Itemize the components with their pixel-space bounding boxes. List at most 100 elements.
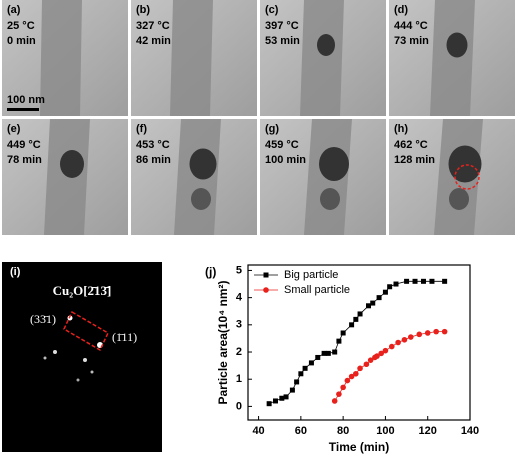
marker	[370, 300, 376, 306]
panel-label: (g)	[265, 123, 279, 135]
spot	[76, 378, 80, 382]
marker	[279, 395, 285, 401]
temperature: 397 °C	[265, 20, 299, 32]
marker	[283, 394, 289, 400]
marker	[376, 295, 382, 301]
legend-label: Small particle	[284, 284, 350, 296]
panel-label: (e)	[7, 123, 21, 135]
marker	[332, 349, 338, 355]
marker	[442, 278, 448, 284]
legend-marker	[263, 287, 269, 293]
particle	[448, 145, 482, 183]
temperature: 459 °C	[265, 139, 299, 151]
marker	[395, 339, 401, 346]
marker	[348, 373, 355, 380]
marker	[340, 384, 346, 391]
panel-label: (b)	[136, 4, 150, 16]
panel-label: (f)	[136, 123, 147, 135]
plot-frame	[247, 264, 471, 421]
time: 42 min	[136, 35, 171, 47]
panel-label: (h)	[394, 123, 408, 135]
marker	[298, 371, 304, 377]
marker	[294, 379, 300, 385]
x-tick-label: 120	[419, 425, 437, 437]
panel-label: (a)	[7, 4, 21, 16]
marker	[387, 284, 393, 290]
temperature: 25 °C	[7, 20, 35, 32]
x-tick-label: 80	[337, 425, 349, 437]
temperature: 449 °C	[7, 139, 41, 151]
marker	[336, 338, 342, 344]
y-tick-label: 2	[236, 346, 242, 358]
nanowire	[170, 0, 213, 116]
temperature: 453 °C	[136, 139, 170, 151]
spot	[90, 370, 94, 374]
scale-bar-label: 100 nm	[7, 94, 45, 106]
scale-bar	[7, 108, 39, 111]
diffraction-panel: (i) Cu₂O[2̄13̄] (33̄1) (1̄11)	[2, 262, 162, 452]
spot	[43, 356, 47, 360]
series-line	[268, 280, 445, 405]
particle	[317, 34, 335, 56]
marker	[441, 328, 448, 335]
particle	[191, 188, 211, 210]
particle	[189, 148, 217, 180]
y-tick-label: 0	[236, 400, 242, 412]
marker	[331, 398, 338, 404]
time: 86 min	[136, 154, 171, 166]
marker	[336, 391, 342, 397]
particle	[446, 32, 468, 58]
marker	[412, 278, 418, 284]
panel-label: (d)	[394, 4, 408, 16]
marker	[378, 350, 385, 357]
x-tick-label: 140	[461, 425, 479, 437]
marker	[308, 360, 314, 366]
marker	[416, 331, 423, 338]
spot-label: (1̄11)	[112, 330, 137, 344]
highlight-circle	[454, 164, 480, 190]
y-tick-label: 3	[236, 319, 242, 331]
time: 73 min	[394, 35, 429, 47]
marker	[404, 278, 410, 284]
marker	[408, 334, 414, 340]
panel-label: (c)	[265, 4, 279, 16]
marker	[366, 303, 372, 309]
particle	[449, 188, 469, 210]
marker	[344, 377, 351, 384]
spot	[83, 358, 87, 362]
nanowire	[430, 0, 475, 116]
x-tick-label: 100	[376, 425, 394, 437]
marker	[357, 365, 363, 372]
particle	[320, 188, 340, 210]
highlight-box	[63, 310, 109, 352]
marker	[367, 357, 374, 363]
time: 78 min	[7, 154, 42, 166]
tem-panels: (a) 25 °C 0 min 100 nm (b) 327 °C 42 min (c) 397…	[2, 0, 515, 235]
spot	[53, 350, 57, 354]
marker	[374, 353, 380, 359]
marker	[357, 311, 363, 317]
marker	[289, 387, 295, 393]
chart: (j) 40 60 80 100 120 140 0 1 2 3 4 5 Time (min) Partic…	[205, 264, 479, 454]
marker	[429, 278, 435, 284]
marker	[382, 289, 388, 295]
time: 0 min	[7, 35, 36, 47]
legend-marker	[263, 272, 269, 278]
spot-label: (33̄1)	[30, 312, 56, 326]
y-tick-label: 1	[236, 373, 242, 385]
x-tick-label: 40	[252, 425, 264, 437]
x-axis-label: Time (min)	[329, 440, 389, 454]
nanowire	[40, 0, 82, 116]
marker	[388, 343, 395, 350]
y-tick-label: 5	[236, 264, 242, 276]
marker	[363, 361, 370, 368]
marker	[266, 401, 272, 407]
diffraction-image	[2, 262, 162, 452]
time: 128 min	[394, 154, 435, 166]
marker	[302, 365, 308, 371]
panel-label: (i)	[10, 266, 21, 278]
nanowire	[44, 119, 90, 235]
marker	[325, 350, 331, 356]
x-tick-label: 60	[295, 425, 307, 437]
